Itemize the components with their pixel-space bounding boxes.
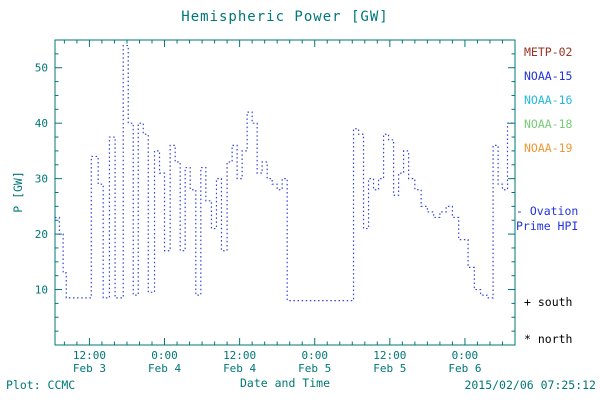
legend-item-noaa-19: NOAA-19 <box>524 141 573 155</box>
ovation-legend: - Ovation Prime HPI <box>516 204 578 234</box>
south-marker-label: + south <box>524 295 573 309</box>
svg-text:30: 30 <box>35 173 48 186</box>
svg-text:Feb 6: Feb 6 <box>448 362 481 375</box>
svg-text:0:00: 0:00 <box>301 349 328 362</box>
svg-text:Feb 4: Feb 4 <box>148 362 181 375</box>
plot-credit: Plot: CCMC <box>6 378 76 392</box>
svg-text:20: 20 <box>35 228 48 241</box>
svg-text:Feb 3: Feb 3 <box>73 362 106 375</box>
svg-text:Feb 5: Feb 5 <box>373 362 406 375</box>
legend-item-metp-02: METP-02 <box>524 45 573 59</box>
svg-text:12:00: 12:00 <box>73 349 106 362</box>
legend-item-noaa-18: NOAA-18 <box>524 117 573 131</box>
legend-item-noaa-16: NOAA-16 <box>524 93 573 107</box>
svg-text:12:00: 12:00 <box>223 349 256 362</box>
plot-timestamp: 2015/02/06 07:25:12 <box>464 378 596 392</box>
svg-text:0:00: 0:00 <box>452 349 479 362</box>
svg-text:Feb 5: Feb 5 <box>298 362 331 375</box>
svg-text:0:00: 0:00 <box>151 349 178 362</box>
x-axis-label: Date and Time <box>239 376 330 390</box>
svg-text:Feb 4: Feb 4 <box>223 362 256 375</box>
svg-text:10: 10 <box>35 284 48 297</box>
chart-title: Hemispheric Power [GW] <box>181 9 389 25</box>
ovation-legend-line1: - Ovation <box>516 204 579 218</box>
legend-item-noaa-15: NOAA-15 <box>524 69 573 83</box>
satellite-legend: METP-02 NOAA-15 NOAA-16 NOAA-18 NOAA-19 <box>524 40 572 160</box>
svg-text:12:00: 12:00 <box>373 349 406 362</box>
north-marker-label: * north <box>524 332 573 346</box>
svg-text:40: 40 <box>35 117 48 130</box>
ovation-legend-line2: Prime HPI <box>516 219 579 233</box>
svg-text:50: 50 <box>35 62 48 75</box>
